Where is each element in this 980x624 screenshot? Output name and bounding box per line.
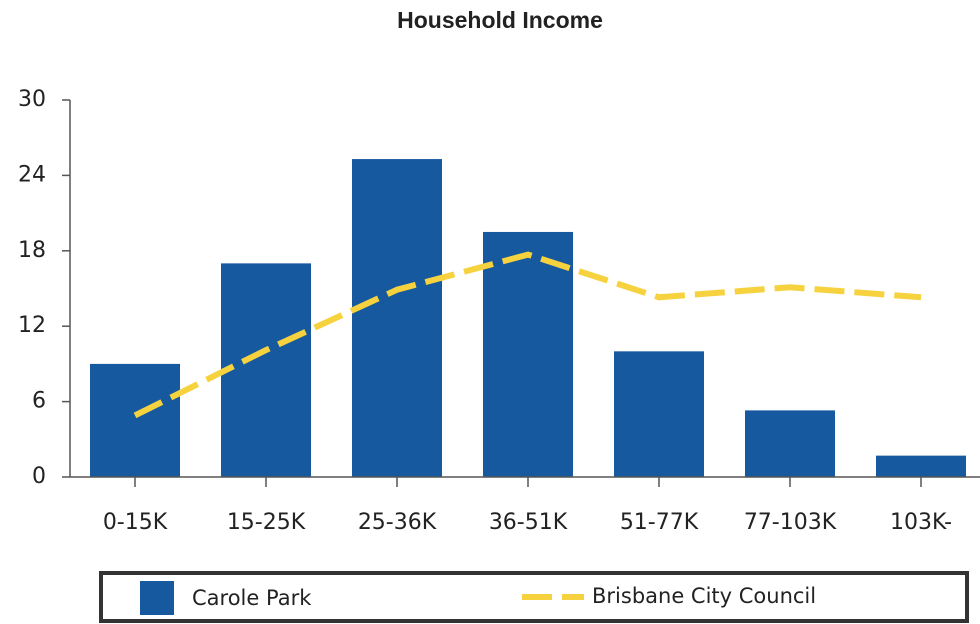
bar bbox=[221, 263, 311, 477]
x-tick-label: 0-15K bbox=[103, 510, 168, 535]
line bbox=[133, 251, 922, 419]
bar bbox=[352, 159, 442, 477]
x-tick-label: 15-25K bbox=[227, 510, 306, 535]
y-tick-label: 30 bbox=[18, 87, 46, 112]
x-tick-label: 51-77K bbox=[620, 510, 699, 535]
x-tick-label: 103K- bbox=[890, 510, 952, 535]
bar bbox=[90, 363, 180, 477]
legend-label: Brisbane City Council bbox=[592, 584, 816, 608]
chart-title: Household Income bbox=[397, 7, 603, 33]
y-tick-label: 24 bbox=[18, 162, 46, 187]
bar bbox=[483, 231, 573, 477]
y-tick-label: 6 bbox=[32, 389, 46, 414]
x-tick-label: 25-36K bbox=[358, 510, 437, 535]
bar bbox=[745, 410, 835, 477]
legend-label: Carole Park bbox=[192, 586, 312, 610]
bar bbox=[876, 455, 966, 477]
bar bbox=[614, 351, 704, 477]
legend-box bbox=[99, 571, 969, 623]
x-tick-label: 77-103K bbox=[744, 510, 837, 535]
y-tick-label: 12 bbox=[18, 313, 46, 338]
x-tick-label: 36-51K bbox=[489, 510, 568, 535]
legend-swatch bbox=[140, 581, 174, 615]
y-tick-label: 0 bbox=[32, 464, 46, 489]
y-tick-label: 18 bbox=[18, 238, 46, 263]
